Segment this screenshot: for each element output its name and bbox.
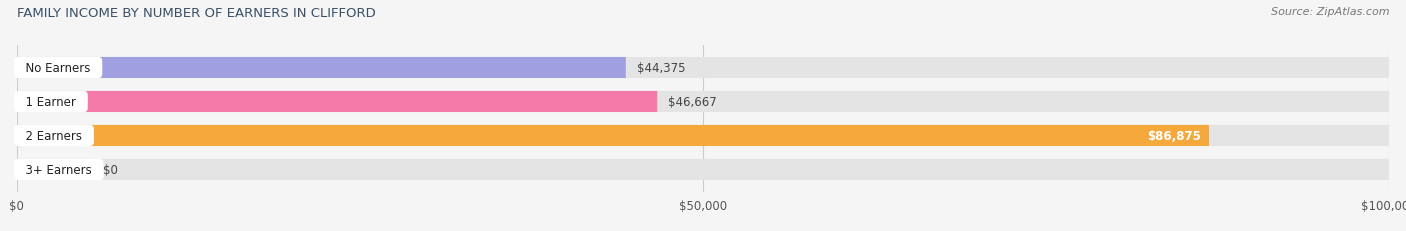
Text: 2 Earners: 2 Earners [18,129,90,142]
Text: $44,375: $44,375 [637,62,685,75]
FancyBboxPatch shape [17,91,657,112]
Text: $46,667: $46,667 [668,96,717,109]
Text: $0: $0 [103,163,118,176]
Text: FAMILY INCOME BY NUMBER OF EARNERS IN CLIFFORD: FAMILY INCOME BY NUMBER OF EARNERS IN CL… [17,7,375,20]
Text: $86,875: $86,875 [1147,129,1201,142]
FancyBboxPatch shape [17,159,93,180]
Text: 1 Earner: 1 Earner [18,96,83,109]
FancyBboxPatch shape [17,125,1389,146]
FancyBboxPatch shape [17,125,1209,146]
FancyBboxPatch shape [17,58,1389,79]
FancyBboxPatch shape [17,91,1389,112]
FancyBboxPatch shape [17,58,626,79]
Text: Source: ZipAtlas.com: Source: ZipAtlas.com [1271,7,1389,17]
Text: No Earners: No Earners [18,62,98,75]
Text: 3+ Earners: 3+ Earners [18,163,100,176]
FancyBboxPatch shape [17,159,1389,180]
